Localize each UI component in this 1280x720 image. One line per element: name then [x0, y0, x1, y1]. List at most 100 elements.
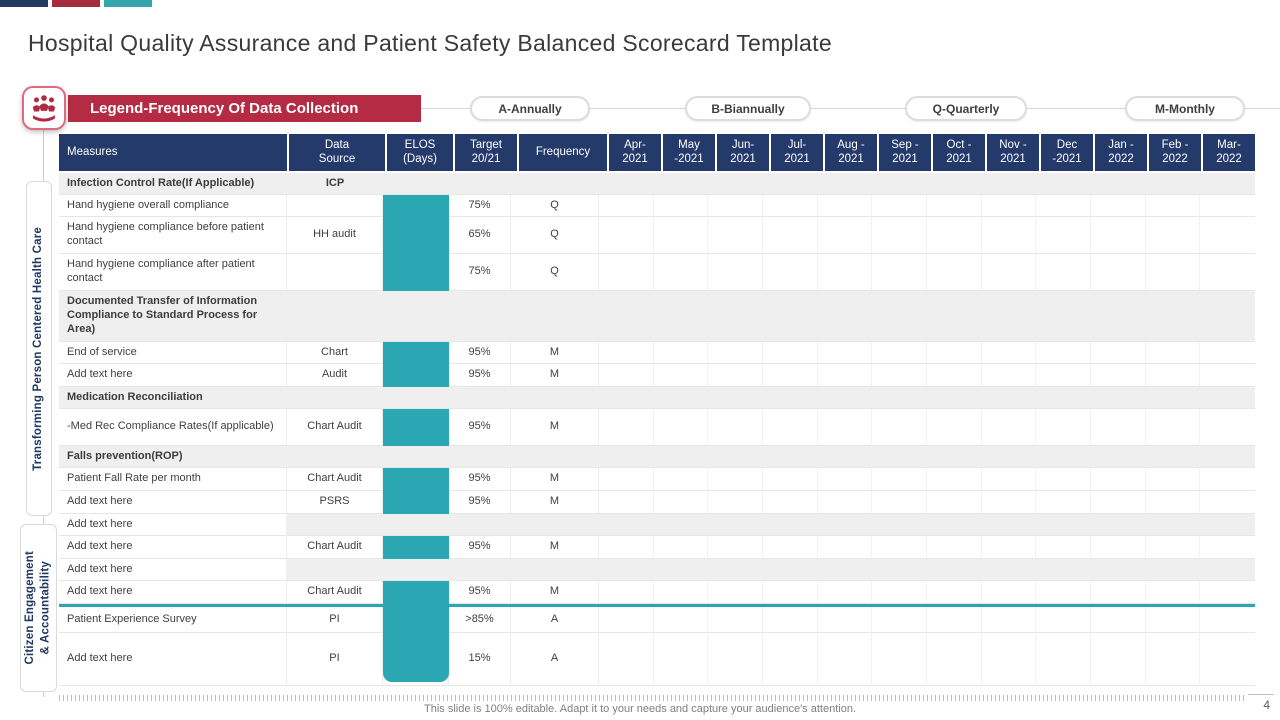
month-cell	[708, 254, 763, 291]
month-cell	[763, 536, 818, 559]
measure-cell[interactable]: Add text here	[59, 633, 287, 686]
legend-pill-biannually[interactable]: B-Biannually	[685, 96, 811, 121]
month-cell	[817, 491, 873, 514]
section-filler-cell	[383, 446, 1255, 468]
month-cell	[817, 409, 873, 446]
legend-pill-quarterly[interactable]: Q-Quarterly	[905, 96, 1027, 121]
frequency-cell: M	[511, 491, 599, 514]
frequency-cell: M	[511, 536, 599, 559]
table-row: Hand hygiene overall compliance 75% Q	[59, 195, 1255, 217]
month-cell	[981, 468, 1037, 491]
month-cell	[763, 195, 818, 217]
month-cell	[599, 491, 654, 514]
month-cell	[1200, 195, 1255, 217]
month-cell	[599, 217, 654, 254]
month-cell	[1036, 607, 1091, 633]
measure-cell: Patient Fall Rate per month	[59, 468, 287, 491]
measure-cell[interactable]: Add text here	[59, 536, 287, 559]
accent-bar-navy	[0, 0, 48, 7]
source-cell	[287, 446, 383, 468]
month-cell	[817, 254, 873, 291]
elos-duration-bar	[383, 581, 449, 682]
sidebar-section-transforming-care: Transforming Person Centered Health Care	[26, 181, 52, 516]
source-cell: ICP	[287, 173, 383, 195]
measure-cell: Patient Experience Survey	[59, 607, 287, 633]
frequency-cell: Q	[511, 195, 599, 217]
month-cell	[872, 342, 927, 364]
month-cell	[927, 364, 982, 387]
month-cell	[1091, 409, 1146, 446]
table-row: Patient Fall Rate per month Chart Audit 95…	[59, 468, 1255, 491]
month-cell	[599, 342, 654, 364]
month-cell	[1091, 364, 1146, 387]
month-cell	[927, 409, 982, 446]
month-cell	[763, 633, 818, 686]
source-cell	[287, 195, 383, 217]
elos-duration-bar	[383, 195, 449, 291]
target-cell: 15%	[449, 633, 511, 686]
table-row: Add text here Chart Audit 95% M	[59, 581, 1255, 604]
table-row: Patient Experience Survey PI >85% A	[59, 607, 1255, 633]
month-cell	[1145, 342, 1201, 364]
month-cell	[927, 633, 982, 686]
table-row: Add text here PI 15% A	[59, 633, 1255, 686]
month-cell	[653, 468, 709, 491]
source-cell: Chart Audit	[287, 581, 383, 604]
target-cell: 95%	[449, 581, 511, 604]
table-body: Infection Control Rate(If Applicable) ICP…	[59, 173, 1255, 686]
sidebar-section-citizen-engagement: Citizen Engagement & Accountability	[20, 524, 57, 692]
month-cell	[599, 254, 654, 291]
legend-pill-annually[interactable]: A-Annually	[470, 96, 590, 121]
measure-cell[interactable]: Add text here	[59, 491, 287, 514]
frequency-cell: M	[511, 409, 599, 446]
month-cell	[708, 217, 763, 254]
month-cell	[763, 254, 818, 291]
month-cell	[1145, 633, 1201, 686]
month-cell	[1200, 342, 1255, 364]
measure-cell[interactable]: Add text here	[59, 364, 287, 387]
month-cell	[1200, 491, 1255, 514]
month-cell	[981, 342, 1037, 364]
table-row: Add text here Chart Audit 95% M	[59, 536, 1255, 559]
month-cell	[653, 409, 709, 446]
target-cell: 95%	[449, 468, 511, 491]
month-cell	[1036, 195, 1091, 217]
month-cell	[653, 607, 709, 633]
month-cell	[817, 536, 873, 559]
month-cell	[872, 409, 927, 446]
accent-bar-teal	[104, 0, 152, 7]
month-cell	[599, 409, 654, 446]
elos-duration-bar	[383, 468, 449, 514]
month-cell	[708, 633, 763, 686]
month-cell	[817, 607, 873, 633]
month-cell	[1091, 342, 1146, 364]
month-cell	[981, 364, 1037, 387]
month-column-header: Aug - 2021	[825, 134, 877, 171]
month-cell	[981, 581, 1037, 604]
month-cell	[653, 254, 709, 291]
month-column-header: Dec -2021	[1041, 134, 1093, 171]
month-cell	[653, 491, 709, 514]
month-cell	[708, 409, 763, 446]
month-cell	[817, 364, 873, 387]
month-cell	[708, 491, 763, 514]
elos-duration-bar	[383, 536, 449, 559]
month-cell	[927, 581, 982, 604]
month-cell	[1091, 217, 1146, 254]
month-cell	[599, 536, 654, 559]
target-cell: 95%	[449, 342, 511, 364]
month-cell	[872, 491, 927, 514]
table-row: -Med Rec Compliance Rates(If applicable)…	[59, 409, 1255, 446]
measure-cell[interactable]: Add text here	[59, 581, 287, 604]
month-cell	[817, 633, 873, 686]
month-cell	[1145, 409, 1201, 446]
month-column-header: Oct - 2021	[933, 134, 985, 171]
source-cell: HH audit	[287, 217, 383, 254]
legend-pill-monthly[interactable]: M-Monthly	[1125, 96, 1245, 121]
target-cell: 75%	[449, 195, 511, 217]
measure-cell[interactable]: Add text here	[59, 559, 287, 581]
column-header: ELOS (Days)	[387, 134, 453, 171]
sidebar-section-label: Citizen Engagement & Accountability	[23, 551, 52, 665]
measure-cell[interactable]: Add text here	[59, 514, 287, 536]
frequency-cell: M	[511, 468, 599, 491]
